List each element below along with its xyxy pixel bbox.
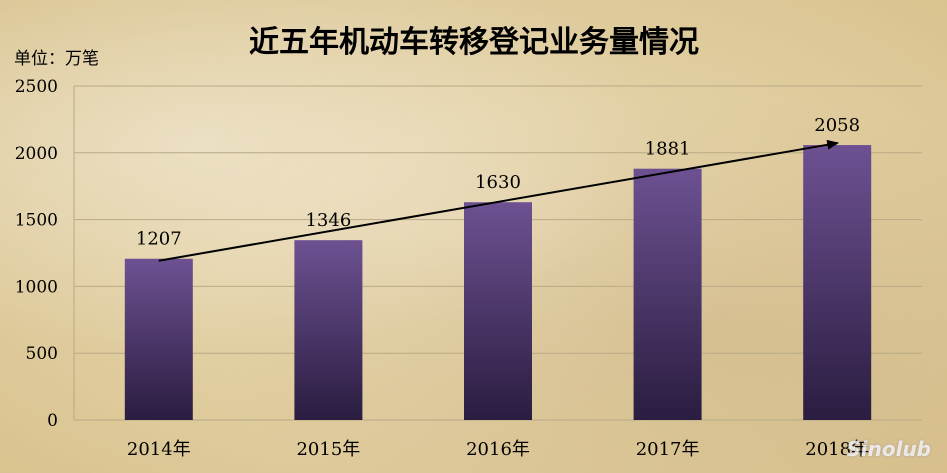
data-label: 1630 xyxy=(475,172,521,193)
bar xyxy=(803,145,872,420)
x-tick-label: 2014年 xyxy=(127,439,191,460)
y-tick-label: 500 xyxy=(26,344,58,364)
data-label: 1881 xyxy=(645,139,691,160)
data-label: 1346 xyxy=(305,210,351,231)
bar xyxy=(294,240,363,420)
bar xyxy=(464,202,532,420)
x-tick-label: 2016年 xyxy=(466,439,530,460)
y-tick-label: 1500 xyxy=(15,211,58,231)
data-label: 2058 xyxy=(814,115,860,136)
y-tick-label: 0 xyxy=(47,411,58,431)
x-tick-label: 2017年 xyxy=(636,439,700,460)
x-tick-label: 2015年 xyxy=(296,439,360,460)
y-axis-ticks: 0 500 1000 1500 2000 2500 xyxy=(15,77,58,431)
x-axis-ticks: 2014年 2015年 2016年 2017年 2018年 xyxy=(127,439,869,460)
trend-arrow xyxy=(158,139,840,262)
y-tick-label: 2000 xyxy=(15,144,58,164)
data-label: 1207 xyxy=(136,229,182,250)
watermark-logo: Sinolub xyxy=(846,437,931,461)
bar xyxy=(124,258,193,420)
data-labels: 1207 1346 1630 1881 2058 xyxy=(136,115,860,250)
chart-title: 近五年机动车转移登记业务量情况 xyxy=(249,25,699,60)
x-tick-label: 2018年 xyxy=(805,439,869,460)
unit-label: 单位：万笔 xyxy=(14,49,99,69)
y-tick-label: 2500 xyxy=(15,77,58,97)
bar xyxy=(633,168,702,420)
y-tick-label: 1000 xyxy=(15,277,58,297)
bars xyxy=(124,145,872,420)
